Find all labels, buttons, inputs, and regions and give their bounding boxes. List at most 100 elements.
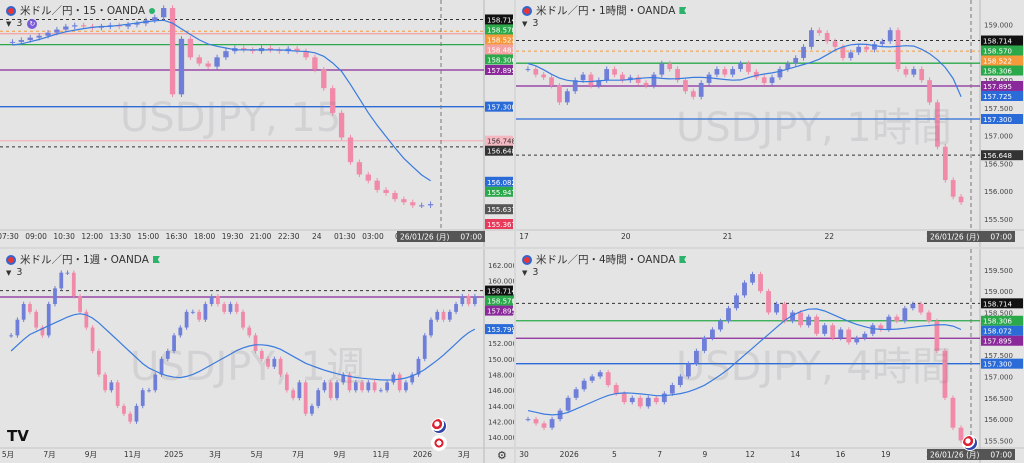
price-badge-text: 157.895 (487, 308, 514, 316)
chart-1hour[interactable]: 172021222326/01/26 (月)07:00159.000158.50… (516, 0, 1024, 247)
candle-body (950, 180, 956, 197)
candle-body (115, 382, 120, 406)
candle-body (197, 311, 202, 320)
indicator-toggle[interactable]: ▼ 3 (522, 18, 538, 29)
date-badge (927, 231, 1015, 242)
price-badge (981, 45, 1023, 56)
time-tick-label: 01:30 (334, 232, 356, 241)
symbol-title[interactable]: 米ドル／円・4時間・OANDA (536, 254, 676, 266)
candle-body (429, 319, 433, 336)
time-tick-label: 3月 (209, 450, 221, 459)
date-badge-text: 26/01/26 (月) (400, 233, 449, 242)
indicator-toggle[interactable]: ▼ 3 (6, 267, 22, 278)
panel-15min[interactable]: 07:30 09:00 10:30 12:00 13:30 15:00 16:30 18:00… (0, 0, 514, 247)
price-tick-label: 157.500 (984, 105, 1013, 113)
price-badge (981, 114, 1023, 124)
candle-body (596, 80, 602, 86)
candle-body (742, 282, 747, 296)
time-tick-label: 7月 (292, 450, 304, 459)
price-badge-text: 153.799 (487, 326, 514, 334)
tradingview-logo[interactable]: TV (7, 427, 29, 445)
us-flag-icon[interactable] (431, 418, 447, 434)
chart-1week[interactable]: 5月 7月 9月 11月 2025 3月 5月 7月 9月 11月 2026 3月 162.000 160… (0, 249, 514, 463)
price-badge-text: 156.082 (487, 179, 514, 187)
candle-body (122, 405, 126, 414)
candle-body (887, 30, 893, 42)
candle-body (854, 338, 860, 343)
indicator-toggle[interactable]: ▼ 3 (522, 267, 538, 278)
price-badge-text: 156.748 (487, 138, 514, 146)
symbol-title[interactable]: 米ドル／円・1週・OANDA (20, 254, 149, 266)
panel-4hour[interactable]: 302026579121416192126/01/26 (月)07:00159.… (516, 249, 1024, 463)
candle-body (71, 272, 76, 297)
price-badge-text: 158.306 (487, 56, 514, 64)
event-flag-icon[interactable] (431, 435, 447, 451)
candle-body (134, 405, 139, 422)
candle-body (46, 304, 51, 336)
chart-header[interactable]: 米ドル／円・4時間・OANDA (522, 252, 687, 267)
candle-body (637, 397, 643, 407)
candle-body (159, 358, 164, 375)
candle-body (385, 382, 390, 391)
panel-1week[interactable]: 5月 7月 9月 11月 2025 3月 5月 7月 9月 11月 2026 3月 162.000 160… (0, 249, 514, 463)
candle-body (777, 69, 783, 78)
candle-body (927, 80, 932, 103)
flag-icon (679, 256, 687, 263)
price-badge (485, 186, 513, 197)
candle-body (846, 329, 852, 343)
time-tick-label: 30 (519, 450, 529, 459)
candle-body (958, 196, 964, 203)
candle-body (903, 69, 909, 75)
candle-body (165, 351, 170, 359)
chart-header[interactable]: 米ドル／円・1週・OANDA (6, 252, 160, 267)
indicator-count: 3 (16, 18, 23, 29)
price-badge-text: 158.522 (983, 58, 1012, 66)
time-tick-label: 7月 (43, 450, 55, 459)
candle-body (90, 327, 95, 352)
settings-gear-icon[interactable]: ⚙ (497, 449, 507, 462)
candle-body (391, 374, 396, 383)
time-tick-label: 17 (519, 232, 529, 241)
time-tick-label: 11月 (124, 450, 141, 459)
candle-body (698, 82, 704, 97)
us-flag-icon[interactable] (962, 435, 978, 451)
chevron-down-icon: ▼ (522, 19, 528, 28)
time-tick-label: 24 (312, 232, 322, 241)
chart-4hour[interactable]: 302026579121416192126/01/26 (月)07:00159.… (516, 249, 1024, 463)
time-tick-label: 12 (745, 450, 755, 459)
time-tick-label: 9月 (85, 450, 97, 459)
candle-body (447, 311, 452, 320)
price-badge-text: 155.637 (487, 206, 514, 214)
indicator-toggle[interactable]: ▼ 3 ↻ (6, 18, 38, 29)
chart-header[interactable]: 米ドル／円・1時間・OANDA (522, 3, 687, 18)
candle-body (822, 325, 828, 334)
candle-body (303, 51, 309, 58)
price-tick-label: 156.000 (984, 188, 1013, 196)
candle-body (214, 57, 220, 67)
price-badge-text: 158.714 (983, 38, 1012, 46)
symbol-title[interactable]: 米ドル／円・15・OANDA (20, 5, 146, 17)
price-tick-label: 159.000 (984, 288, 1013, 296)
price-tick-label: 158.500 (984, 309, 1013, 317)
candle-body (690, 91, 696, 97)
candle-body (758, 274, 763, 292)
candle-body (830, 325, 836, 339)
chart-header[interactable]: 米ドル／円・15・OANDA (6, 3, 156, 18)
candle-body (714, 69, 720, 75)
panel-1hour[interactable]: 172021222326/01/26 (月)07:00159.000158.50… (516, 0, 1024, 247)
candle-body (335, 382, 339, 399)
candle-body (581, 380, 587, 390)
candle-body (677, 376, 683, 385)
symbol-title[interactable]: 米ドル／円・1時間・OANDA (536, 5, 676, 17)
candle-body (234, 304, 239, 312)
sync-icon[interactable]: ↻ (27, 18, 38, 29)
time-tick-label: 21:00 (250, 232, 272, 241)
price-badge (981, 65, 1023, 76)
price-badge-text: 158.714 (487, 288, 514, 296)
candle-body (798, 312, 804, 326)
candle-body (816, 30, 822, 33)
candle-body (216, 296, 220, 305)
chart-15min[interactable]: 07:30 09:00 10:30 12:00 13:30 15:00 16:30 18:00… (0, 0, 514, 247)
candle-body (291, 390, 296, 399)
